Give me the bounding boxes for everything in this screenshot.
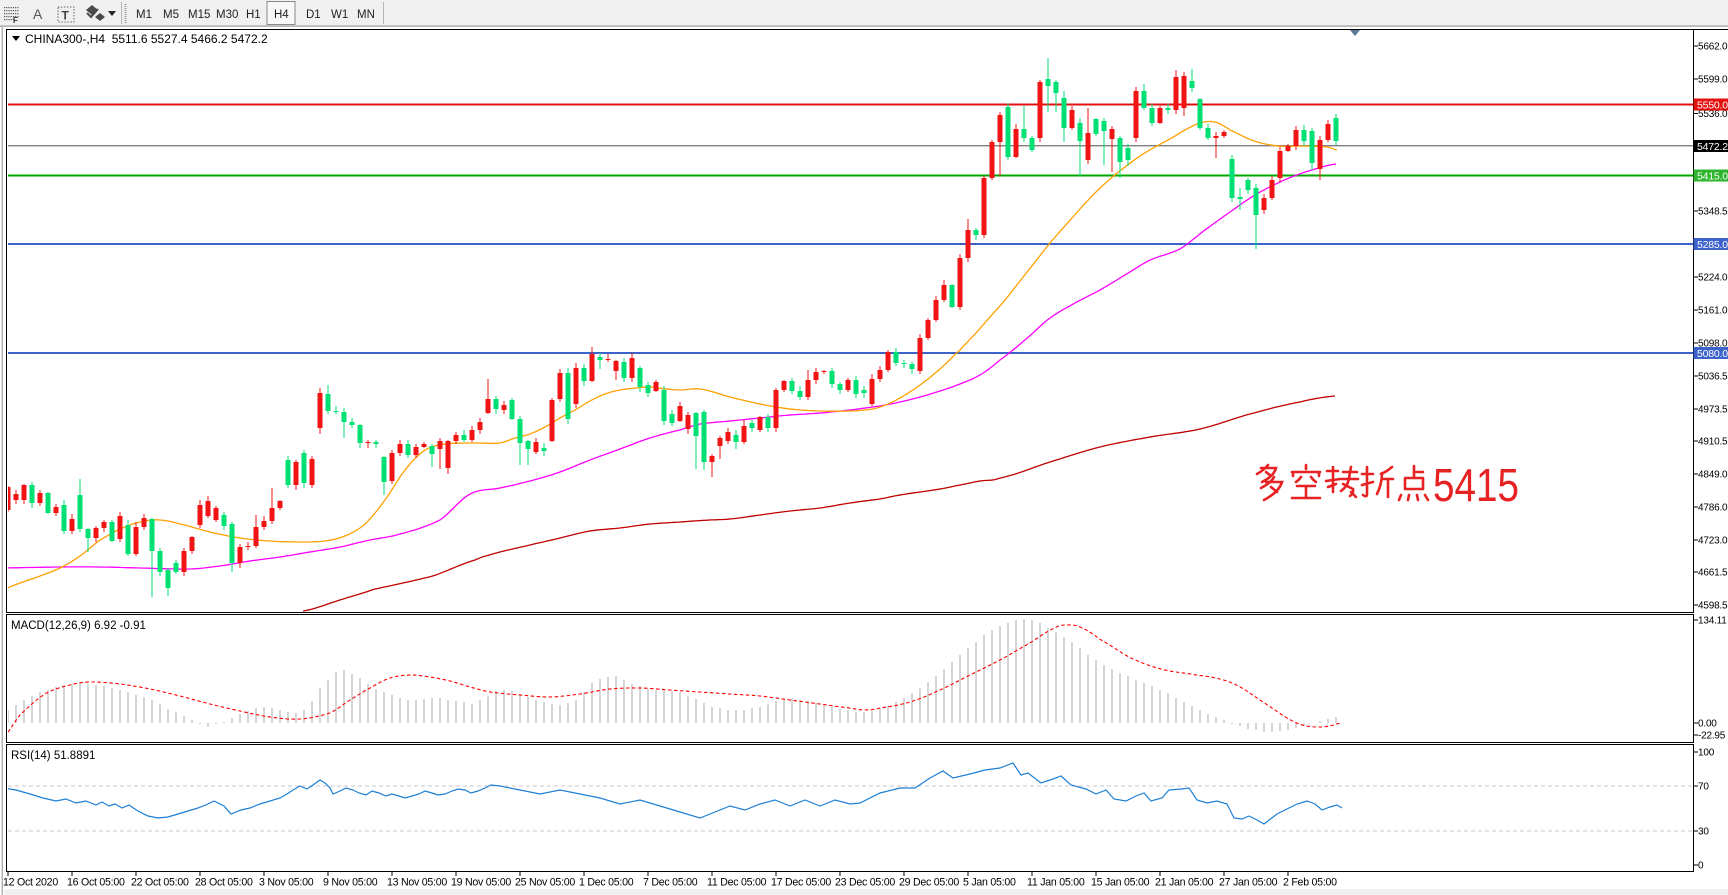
svg-text:5415.0: 5415.0 [1697, 170, 1728, 182]
svg-text:4598.5: 4598.5 [1698, 601, 1728, 612]
svg-text:4786.0: 4786.0 [1698, 503, 1728, 514]
svg-text:H4: H4 [274, 9, 289, 21]
svg-text:100: 100 [1698, 748, 1715, 759]
svg-text:F: F [13, 16, 18, 25]
svg-text:MACD(12,26,9) 6.92 -0.91: MACD(12,26,9) 6.92 -0.91 [11, 620, 146, 632]
svg-text:5662.0: 5662.0 [1698, 42, 1728, 53]
svg-text:17 Dec 05:00: 17 Dec 05:00 [771, 877, 831, 889]
svg-text:16 Oct 05:00: 16 Oct 05:00 [67, 877, 125, 889]
svg-text:D1: D1 [306, 9, 321, 21]
svg-text:5036.5: 5036.5 [1698, 372, 1728, 383]
svg-text:30: 30 [1698, 827, 1709, 838]
svg-text:4723.0: 4723.0 [1698, 536, 1728, 547]
svg-text:1 Dec 05:00: 1 Dec 05:00 [579, 877, 634, 889]
svg-text:4661.5: 4661.5 [1698, 568, 1728, 579]
svg-text:15 Jan 05:00: 15 Jan 05:00 [1091, 877, 1150, 889]
svg-text:70: 70 [1698, 782, 1709, 793]
svg-text:29 Dec 05:00: 29 Dec 05:00 [899, 877, 959, 889]
svg-text:27 Jan 05:00: 27 Jan 05:00 [1219, 877, 1278, 889]
svg-text:W1: W1 [331, 9, 348, 21]
svg-text:5080.0: 5080.0 [1697, 348, 1728, 360]
svg-text:5472.2: 5472.2 [1697, 141, 1728, 153]
svg-text:M1: M1 [136, 9, 152, 21]
svg-text:RSI(14) 51.8891: RSI(14) 51.8891 [11, 750, 95, 762]
svg-text:5285.0: 5285.0 [1697, 239, 1728, 251]
svg-text:2 Feb 05:00: 2 Feb 05:00 [1283, 877, 1337, 889]
svg-text:25 Nov 05:00: 25 Nov 05:00 [515, 877, 575, 889]
svg-text:5599.0: 5599.0 [1698, 75, 1728, 86]
svg-text:-22.95: -22.95 [1698, 731, 1726, 742]
svg-text:21 Jan 05:00: 21 Jan 05:00 [1155, 877, 1214, 889]
svg-text:M5: M5 [163, 9, 179, 21]
svg-text:5536.0: 5536.0 [1698, 109, 1728, 120]
svg-text:11 Jan 05:00: 11 Jan 05:00 [1027, 877, 1085, 889]
svg-text:0: 0 [1698, 861, 1704, 872]
svg-text:4849.0: 4849.0 [1698, 470, 1728, 481]
svg-text:3 Nov 05:00: 3 Nov 05:00 [259, 877, 314, 889]
svg-text:7 Dec 05:00: 7 Dec 05:00 [643, 877, 698, 889]
svg-text:0.00: 0.00 [1698, 719, 1717, 730]
svg-text:T: T [62, 9, 70, 23]
svg-text:134.11: 134.11 [1698, 616, 1727, 627]
svg-text:MN: MN [357, 9, 375, 21]
svg-text:M30: M30 [216, 9, 238, 21]
svg-text:12 Oct 2020: 12 Oct 2020 [3, 877, 58, 889]
svg-text:5224.0: 5224.0 [1698, 273, 1728, 284]
svg-text:5098.0: 5098.0 [1698, 339, 1728, 350]
svg-text:4973.5: 4973.5 [1698, 405, 1728, 416]
svg-text:5348.5: 5348.5 [1698, 207, 1728, 218]
svg-text:5415: 5415 [1433, 459, 1519, 511]
svg-text:28 Oct 05:00: 28 Oct 05:00 [195, 877, 253, 889]
svg-text:CHINA300-,H4 5511.6 5527.4 54: CHINA300-,H4 5511.6 5527.4 5466.2 5472.2 [25, 32, 268, 46]
svg-text:5 Jan 05:00: 5 Jan 05:00 [963, 877, 1016, 889]
svg-text:5161.0: 5161.0 [1698, 306, 1728, 317]
svg-text:11 Dec 05:00: 11 Dec 05:00 [707, 877, 767, 889]
svg-text:22 Oct 05:00: 22 Oct 05:00 [131, 877, 189, 889]
svg-text:M15: M15 [188, 9, 210, 21]
svg-text:23 Dec 05:00: 23 Dec 05:00 [835, 877, 895, 889]
svg-text:19 Nov 05:00: 19 Nov 05:00 [451, 877, 511, 889]
svg-text:9 Nov 05:00: 9 Nov 05:00 [323, 877, 378, 889]
svg-text:5550.0: 5550.0 [1697, 99, 1728, 111]
svg-text:13 Nov 05:00: 13 Nov 05:00 [387, 877, 447, 889]
svg-text:4910.5: 4910.5 [1698, 437, 1728, 448]
svg-text:H1: H1 [246, 9, 261, 21]
svg-text:A: A [33, 6, 43, 22]
